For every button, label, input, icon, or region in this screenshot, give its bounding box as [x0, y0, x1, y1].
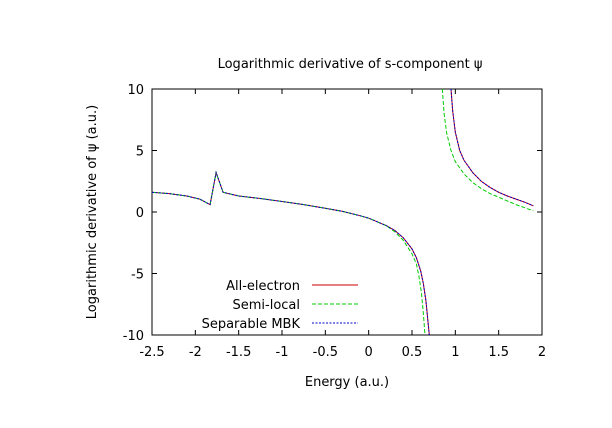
- series-separable-mbk: [151, 88, 534, 336]
- x-tick-label: -1: [276, 345, 289, 360]
- x-tick-label: 2: [538, 345, 546, 360]
- legend-label: Semi-local: [232, 298, 300, 313]
- y-tick-label: -10: [123, 329, 144, 344]
- x-tick-label: 0: [365, 345, 373, 360]
- x-tick-label: 0.5: [402, 345, 423, 360]
- series-all-electron: [151, 88, 534, 336]
- x-tick-labels: -2.5 -2 -1.5 -1 -0.5 0 0.5 1 1.5 2: [139, 345, 546, 360]
- series-layer: [151, 88, 534, 336]
- x-tick-label: -2.5: [139, 345, 164, 360]
- series-line: [450, 88, 534, 207]
- legend: All-electron Semi-local Separable MBK: [202, 279, 358, 332]
- x-tick-label: -0.5: [313, 345, 338, 360]
- y-tick-label: 10: [127, 83, 144, 98]
- axis-ticks: [151, 88, 543, 336]
- chart-title: Logarithmic derivative of s-component ψ: [218, 57, 483, 72]
- y-tick-labels: 10 5 0 -5 -10: [123, 83, 144, 344]
- y-tick-label: -5: [131, 268, 144, 283]
- x-tick-label: -1.5: [226, 345, 251, 360]
- x-tick-label: 1: [451, 345, 459, 360]
- series-semi-local: [151, 88, 534, 336]
- legend-label: Separable MBK: [202, 317, 301, 332]
- y-tick-label: 5: [136, 145, 144, 160]
- x-axis-label: Energy (a.u.): [305, 375, 389, 390]
- series-line: [441, 88, 534, 212]
- y-axis-label: Logarithmic derivative of ψ (a.u.): [85, 105, 100, 319]
- x-tick-label: -2: [189, 345, 202, 360]
- legend-label: All-electron: [226, 279, 300, 294]
- series-line: [151, 170, 430, 336]
- y-tick-label: 0: [136, 206, 144, 221]
- x-tick-label: 1.5: [488, 345, 509, 360]
